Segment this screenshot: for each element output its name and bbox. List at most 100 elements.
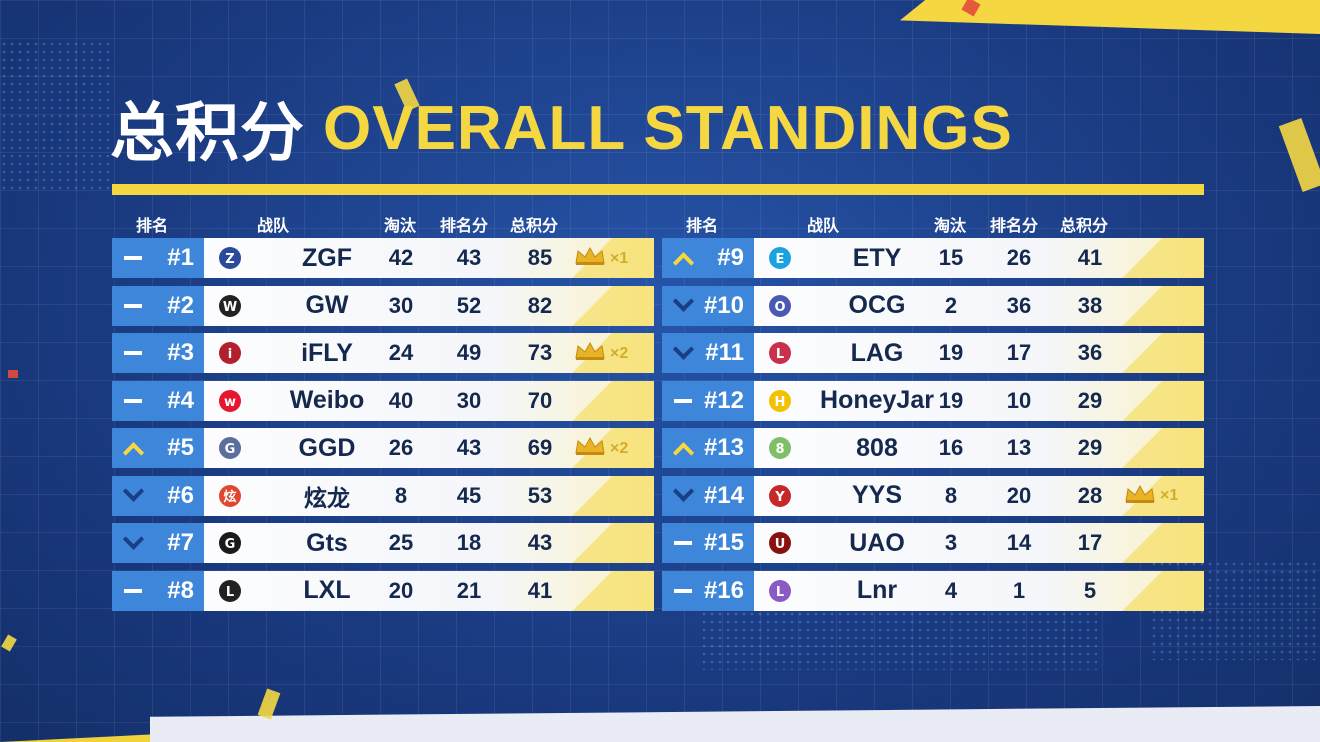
- rank-cell: #12: [662, 380, 754, 421]
- rank-cell: #13: [662, 428, 754, 468]
- table-row: #9 E ETY 15 26 41: [662, 238, 1204, 278]
- rank-cell: #6: [112, 475, 204, 516]
- placement-value: 10: [1006, 387, 1032, 413]
- trend-same-icon: [122, 584, 144, 598]
- svg-text:Z: Z: [225, 252, 234, 267]
- weibo-logo-icon: w: [216, 387, 244, 415]
- rank-label: #5: [167, 434, 194, 461]
- svg-text:L: L: [226, 585, 234, 600]
- placement-value: 52: [456, 292, 482, 318]
- header-kills: 淘汰: [934, 216, 967, 235]
- total-value: 36: [1077, 340, 1103, 365]
- total-value: 41: [527, 577, 553, 603]
- crown-badge: ×1: [574, 246, 628, 271]
- svg-text:E: E: [776, 252, 785, 267]
- title-english: OVERALL STANDINGS: [323, 93, 1013, 163]
- ggd-logo-icon: G: [216, 434, 244, 462]
- team-name: Lnr: [856, 576, 898, 604]
- svg-text:G: G: [225, 537, 236, 552]
- header-placement: 排名分: [990, 216, 1039, 235]
- placement-value: 26: [1006, 245, 1032, 270]
- table-row: #11 L LAG 19 17 36: [662, 333, 1204, 373]
- placement-value: 17: [1006, 340, 1032, 365]
- table-row: #5 G GGD 26 43 69 ×2: [112, 428, 654, 468]
- svg-text:G: G: [225, 442, 236, 457]
- team-name: LAG: [850, 338, 904, 367]
- rank-label: #7: [167, 529, 194, 556]
- table-header: 排名 战队 淘汰 排名分 总积分: [112, 208, 654, 238]
- crown-count: ×1: [610, 249, 629, 267]
- placement-value: 14: [1006, 530, 1032, 555]
- svg-text:H: H: [775, 395, 786, 410]
- crown-badge: ×1: [1124, 484, 1178, 509]
- zgf-logo-icon: Z: [216, 244, 244, 272]
- rank-label: #2: [167, 291, 194, 319]
- lnr-logo-icon: L: [766, 577, 794, 605]
- rank-label: #8: [167, 576, 194, 604]
- confetti: [8, 370, 18, 378]
- table-row: #1 Z ZGF 42 43 85 ×1: [112, 238, 654, 278]
- rank-label: #10: [703, 291, 744, 319]
- kills-value: 42: [388, 245, 414, 270]
- crown-count: ×2: [610, 344, 629, 362]
- team-name: Gts: [306, 528, 348, 557]
- rank-label: #6: [167, 481, 194, 509]
- uao-logo-icon: U: [766, 529, 794, 557]
- gts-logo-icon: G: [216, 529, 244, 557]
- lxl-logo-icon: L: [216, 577, 244, 605]
- placement-value: 45: [456, 482, 482, 508]
- trend-down-icon: [122, 489, 144, 503]
- kills-value: 40: [388, 387, 414, 413]
- placement-value: 43: [456, 435, 482, 460]
- total-value: 17: [1077, 530, 1103, 555]
- header-team: 战队: [807, 216, 840, 235]
- placement-value: 13: [1006, 435, 1032, 460]
- rank-cell: #3: [112, 333, 204, 373]
- total-value: 28: [1077, 482, 1103, 508]
- svg-text:L: L: [776, 347, 784, 362]
- kills-value: 3: [944, 530, 958, 555]
- rank-label: #16: [703, 576, 744, 604]
- page-title: 总积分 OVERALL STANDINGS: [110, 92, 1013, 172]
- rows-left: #1 Z ZGF 42 43 85 ×1 #2 W GW 30 52 82 #3 i iFLY 24 49 73 ×2…: [112, 238, 654, 611]
- team-name: 炫龙: [304, 485, 350, 512]
- kills-value: 16: [938, 435, 964, 460]
- xuanlong-logo-icon: 炫: [216, 482, 244, 510]
- table-row: #16 L Lnr 4 1 5: [662, 570, 1204, 611]
- trend-same-icon: [122, 394, 144, 408]
- rank-cell: #9: [662, 238, 754, 278]
- header-team: 战队: [257, 216, 290, 235]
- table-row: #12 H HoneyJar 19 10 29: [662, 380, 1204, 421]
- total-value: 82: [527, 292, 553, 318]
- team-name: ETY: [852, 243, 902, 272]
- rank-cell: #2: [112, 285, 204, 326]
- placement-value: 30: [456, 387, 482, 413]
- yys-logo-icon: Y: [766, 482, 794, 510]
- kills-value: 15: [938, 245, 964, 270]
- kills-value: 8: [394, 482, 408, 508]
- header-placement: 排名分: [440, 216, 489, 235]
- kills-value: 26: [388, 435, 414, 460]
- svg-text:w: w: [224, 395, 236, 410]
- trend-same-icon: [672, 536, 694, 550]
- crown-icon: [574, 341, 606, 366]
- kills-value: 25: [388, 530, 414, 555]
- header-rank: 排名: [686, 216, 719, 235]
- table-row: #10 O OCG 2 36 38: [662, 285, 1204, 326]
- crown-count: ×1: [1160, 487, 1179, 504]
- svg-text:O: O: [774, 300, 785, 315]
- rank-cell: #5: [112, 428, 204, 468]
- kills-value: 19: [938, 387, 964, 413]
- table-row: #6 炫 炫龙 8 45 53: [112, 475, 654, 516]
- honeyjar-logo-icon: H: [766, 387, 794, 415]
- rank-cell: #1: [112, 238, 204, 278]
- rank-label: #11: [705, 339, 744, 366]
- total-value: 29: [1077, 387, 1103, 413]
- team-name: GGD: [298, 433, 356, 462]
- rank-cell: #7: [112, 523, 204, 563]
- team-name: HoneyJar: [820, 386, 934, 414]
- ety-logo-icon: E: [766, 244, 794, 272]
- total-value: 29: [1077, 435, 1103, 460]
- team-name: iFLY: [301, 338, 353, 367]
- placement-value: 21: [456, 577, 482, 603]
